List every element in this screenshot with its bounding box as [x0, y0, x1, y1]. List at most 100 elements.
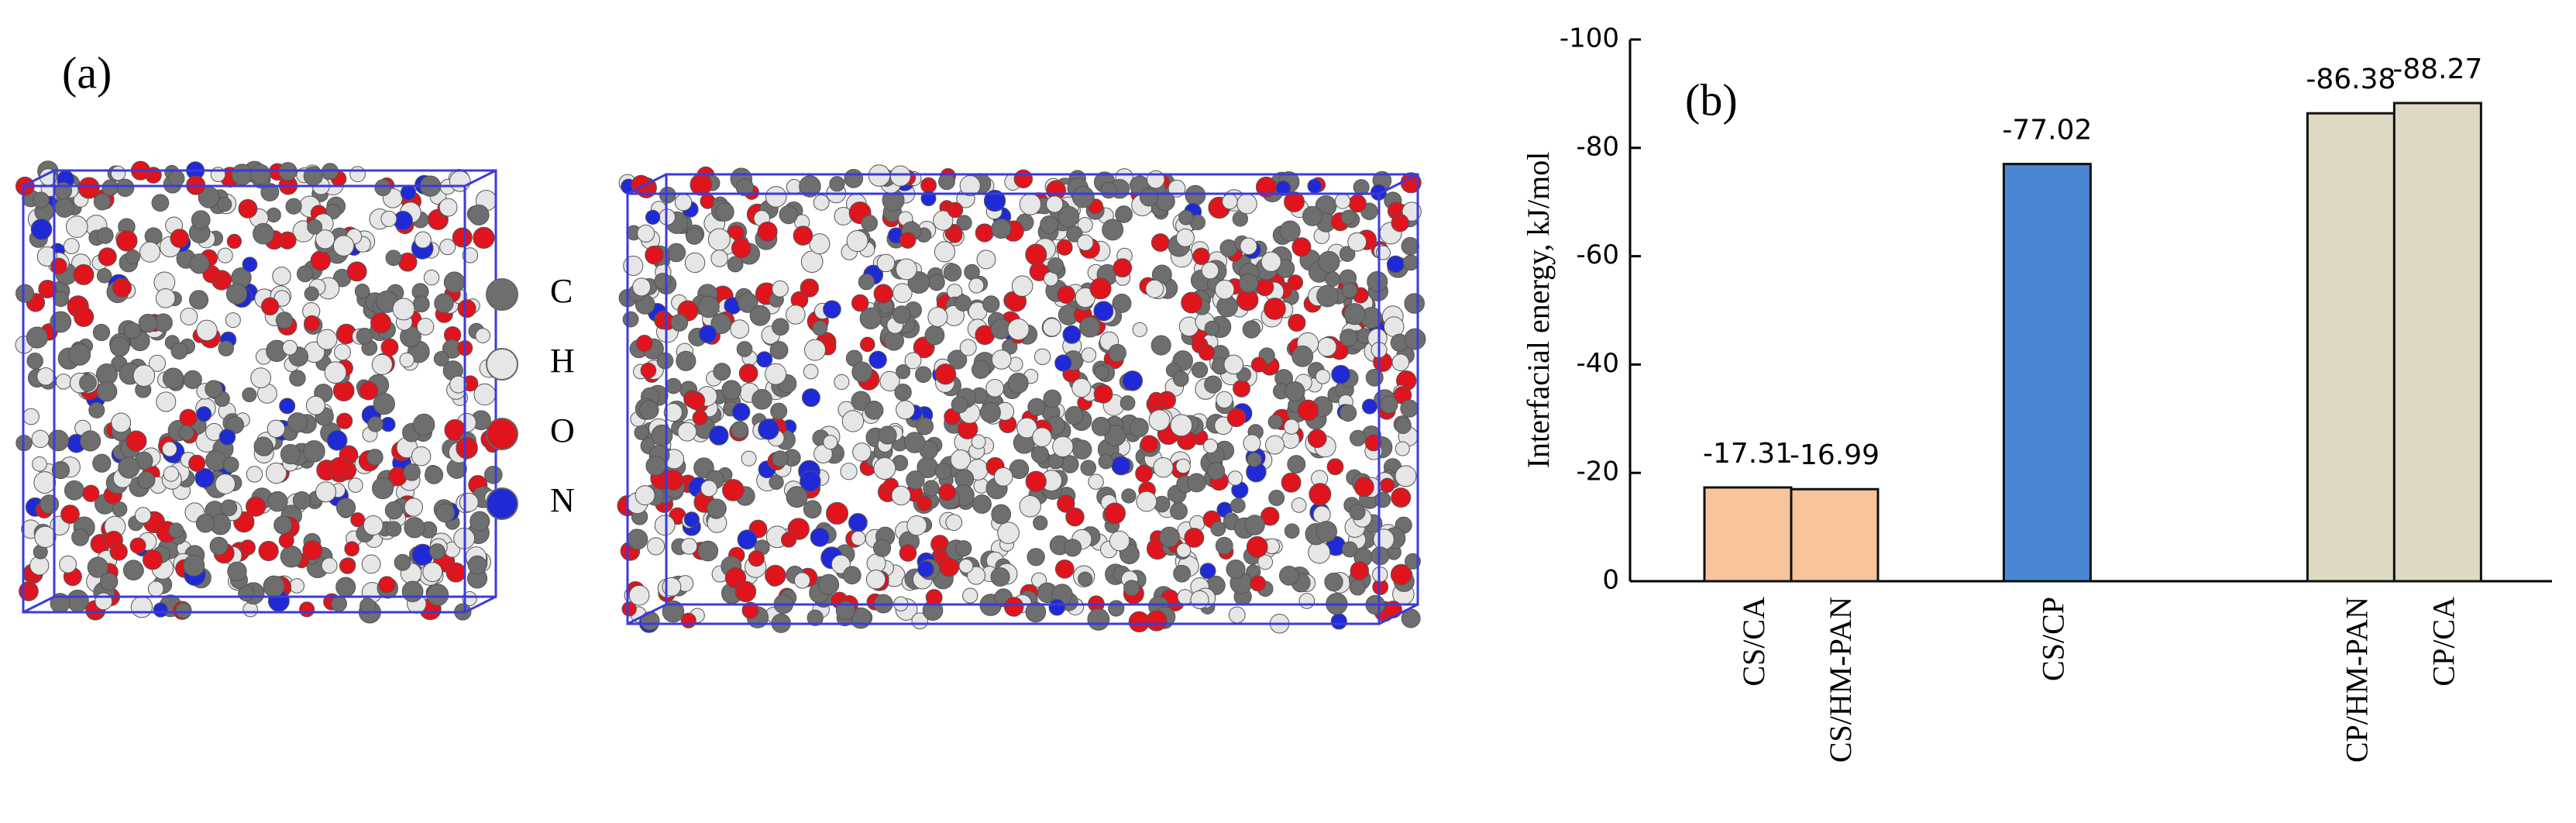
- atom: [26, 353, 43, 370]
- atom: [82, 484, 100, 502]
- atom: [1054, 354, 1072, 372]
- atom: [627, 529, 648, 550]
- atom: [1175, 458, 1191, 474]
- atom: [307, 219, 323, 235]
- atom: [896, 400, 915, 420]
- atom: [1046, 195, 1064, 213]
- atom: [1132, 322, 1147, 337]
- atom: [180, 307, 198, 325]
- legend-label: N: [550, 481, 575, 519]
- atom: [1153, 457, 1174, 478]
- atom: [1033, 515, 1048, 531]
- atom: [170, 342, 188, 360]
- atom: [189, 253, 210, 274]
- atom: [194, 467, 215, 488]
- atom: [991, 350, 1012, 370]
- atom: [1043, 389, 1062, 408]
- atom: [751, 389, 772, 410]
- atom: [938, 173, 955, 191]
- atom: [1057, 285, 1076, 304]
- cell-edge: [22, 595, 55, 614]
- atom: [403, 463, 421, 481]
- atom: [374, 179, 392, 197]
- atom: [260, 297, 280, 315]
- atom: [93, 193, 112, 211]
- atom: [920, 177, 937, 194]
- atom: [1121, 488, 1137, 504]
- atom: [623, 255, 644, 277]
- atom: [878, 425, 897, 445]
- atom: [690, 173, 713, 196]
- atom: [316, 329, 338, 350]
- atom: [1178, 209, 1194, 226]
- atom: [674, 193, 693, 212]
- atom: [676, 350, 696, 371]
- atom: [968, 277, 985, 294]
- atom: [1260, 251, 1281, 272]
- atom: [1201, 261, 1219, 280]
- atom: [80, 430, 101, 452]
- atom: [1108, 343, 1126, 363]
- atom: [336, 498, 356, 518]
- atom: [416, 318, 435, 336]
- atom: [945, 514, 963, 531]
- atom: [734, 580, 757, 603]
- atom: [33, 191, 50, 208]
- atom: [299, 601, 315, 618]
- atom: [769, 474, 784, 490]
- atom: [896, 364, 911, 380]
- atom: [749, 305, 771, 326]
- atom: [1071, 439, 1092, 460]
- atom: [1204, 375, 1223, 394]
- atom: [656, 352, 674, 370]
- atom: [205, 380, 223, 398]
- atom: [803, 500, 822, 519]
- atom: [334, 343, 351, 361]
- atom: [1013, 169, 1033, 188]
- atom: [841, 410, 865, 432]
- atom: [924, 325, 945, 346]
- atom: [1324, 572, 1343, 592]
- atom: [443, 271, 466, 293]
- atom: [1216, 295, 1238, 318]
- atom: [772, 450, 789, 467]
- atom: [916, 495, 933, 511]
- atom: [1027, 398, 1046, 416]
- atom: [191, 210, 211, 230]
- atom: [1278, 565, 1299, 586]
- atom: [335, 577, 356, 597]
- atom: [148, 354, 167, 372]
- atom: [1019, 193, 1042, 215]
- atom: [1226, 559, 1246, 580]
- atom: [1003, 597, 1024, 617]
- atom: [1240, 237, 1257, 256]
- atom: [315, 481, 337, 503]
- atom: [118, 456, 140, 479]
- atom: [1176, 542, 1192, 558]
- atom: [449, 375, 468, 394]
- atom: [1140, 435, 1158, 453]
- atom: [1185, 184, 1206, 206]
- atom: [1255, 277, 1274, 297]
- y-tick-label: 0: [1602, 565, 1619, 596]
- atom: [110, 165, 126, 181]
- atom: [812, 320, 828, 336]
- atom: [225, 283, 248, 305]
- atom: [730, 319, 749, 339]
- cell-edge: [1378, 173, 1419, 195]
- atom: [1173, 564, 1192, 583]
- atom: [1043, 271, 1059, 287]
- atom: [411, 446, 432, 467]
- cell-edge: [627, 173, 667, 195]
- atom: [1316, 284, 1339, 308]
- atom: [982, 295, 1000, 313]
- atom: [428, 543, 445, 560]
- atom: [130, 596, 153, 618]
- cell-box: [626, 192, 1381, 625]
- x-tick-label: CP/CA: [2426, 597, 2461, 687]
- atom: [414, 231, 432, 249]
- atom: [1343, 303, 1366, 325]
- atom: [1238, 273, 1259, 293]
- atom: [280, 545, 303, 568]
- atom: [1281, 472, 1302, 493]
